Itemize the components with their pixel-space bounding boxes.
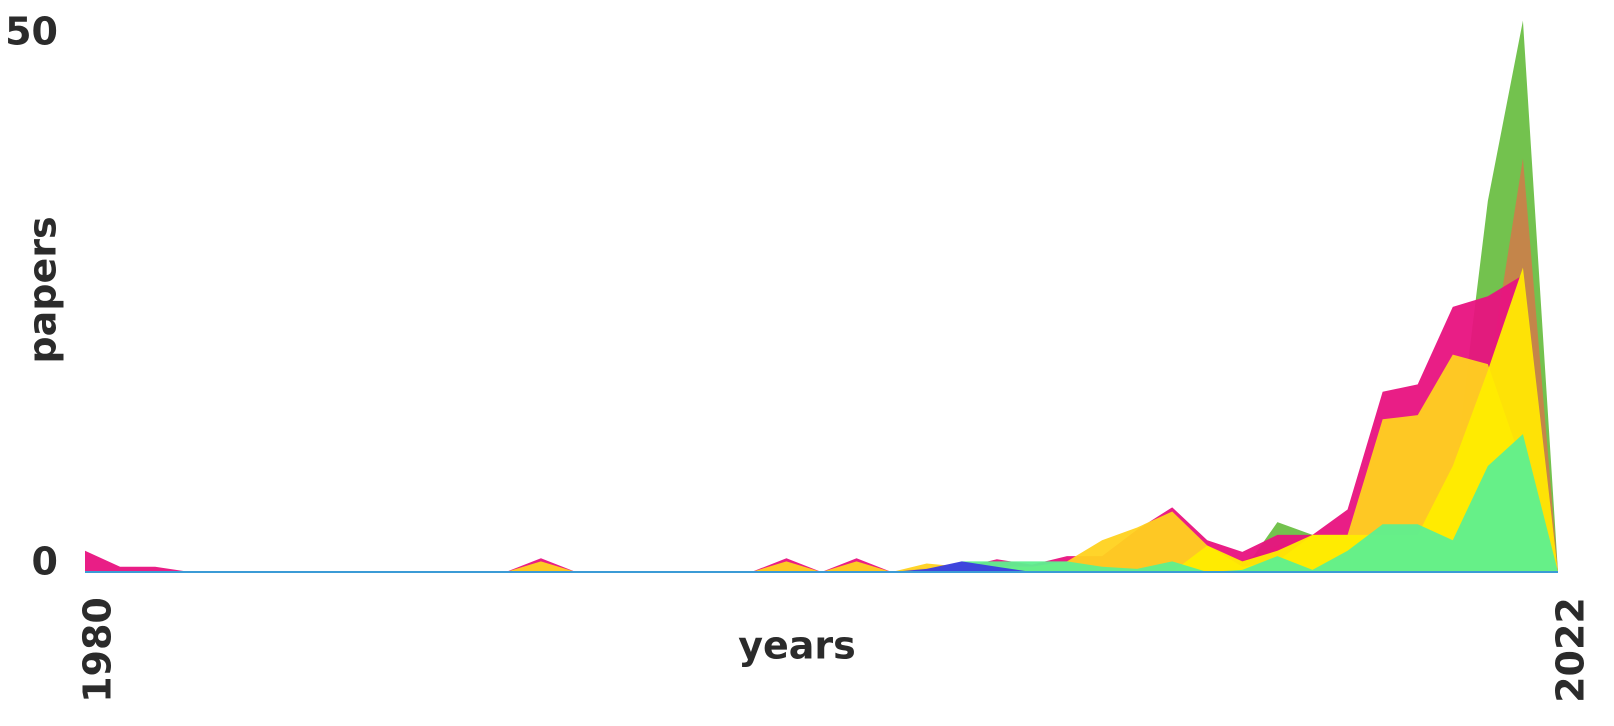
y-tick-label: 0 [32,540,58,584]
x-axis-label: years [738,624,856,668]
area [85,158,1558,573]
x-tick-label: 2022 [1549,597,1593,703]
x-tick-label: 1980 [76,597,120,703]
area [85,275,1558,572]
area [85,20,1558,573]
area [85,434,1558,572]
y-tick-label: 50 [5,9,58,53]
y-axis-label: papers [21,216,65,363]
